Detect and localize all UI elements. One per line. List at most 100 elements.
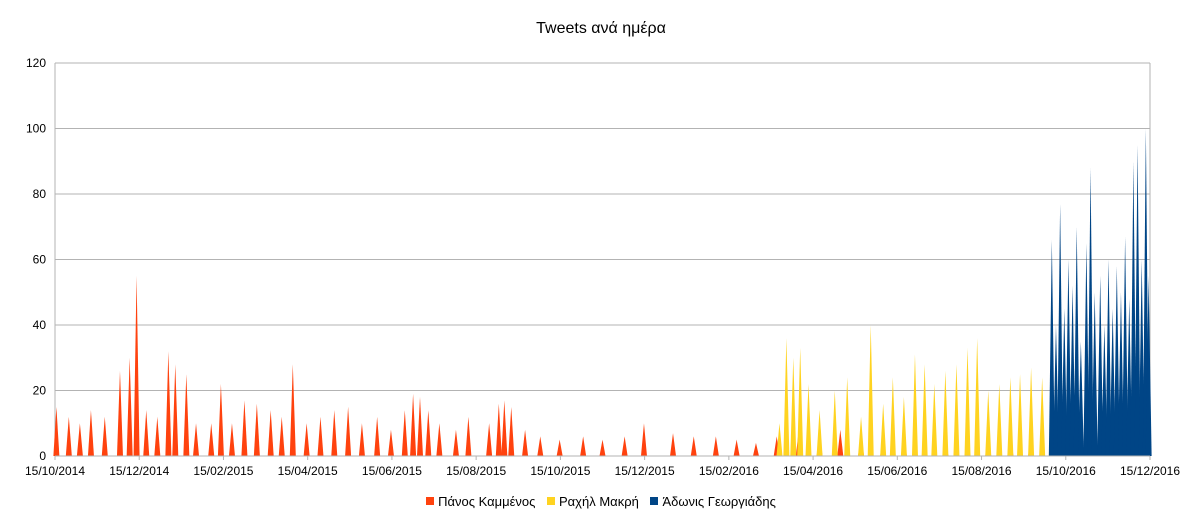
x-tick-label: 15/12/2014: [109, 464, 169, 478]
area-spike: [387, 429, 394, 456]
x-tick-label: 15/04/2016: [783, 464, 843, 478]
y-tick-label: 120: [26, 56, 46, 70]
y-tick-label: 80: [33, 187, 47, 201]
area-spike: [425, 410, 432, 456]
area-spike: [1105, 259, 1112, 456]
chart-legend: Πάνος Καμμένος Ραχήλ Μακρή Άδωνις Γεωργι…: [0, 493, 1202, 509]
area-spike: [1130, 161, 1137, 456]
area-spike: [712, 436, 719, 456]
area-spike: [465, 416, 472, 456]
legend-label-georgiadis: Άδωνις Γεωργιάδης: [662, 493, 776, 509]
area-spike: [410, 393, 417, 456]
area-spike: [690, 436, 697, 456]
x-tick-label: 15/04/2015: [278, 464, 338, 478]
area-spike: [217, 383, 224, 456]
area-spike: [1101, 325, 1108, 456]
chart-title: Tweets ανά ημέρα: [536, 20, 666, 37]
area-spike: [436, 423, 443, 456]
area-spike: [911, 354, 918, 456]
area-spike: [964, 347, 971, 456]
area-spike: [1077, 341, 1084, 456]
x-tick-label: 15/10/2016: [1036, 464, 1096, 478]
x-tick-label: 15/08/2015: [446, 464, 506, 478]
y-tick-label: 20: [33, 384, 47, 398]
area-spike: [87, 410, 94, 456]
area-spike: [921, 364, 928, 456]
area-spike: [837, 429, 844, 456]
x-tick-label: 15/08/2016: [952, 464, 1012, 478]
area-spike: [640, 423, 647, 456]
legend-swatch-makri: [547, 497, 555, 505]
area-spike: [889, 377, 896, 456]
x-tick-label: 15/12/2015: [615, 464, 675, 478]
area-spike: [867, 325, 874, 456]
area-spike: [790, 357, 797, 456]
area-spike: [417, 397, 423, 456]
legend-item-makri: Ραχήλ Μακρή: [547, 494, 639, 509]
area-spike: [452, 429, 459, 456]
area-spike: [953, 364, 960, 456]
area-spike: [228, 423, 235, 456]
series-0: [53, 275, 1149, 456]
area-spike: [931, 383, 938, 456]
area-spike: [133, 275, 140, 456]
area-spike: [165, 351, 172, 456]
area-spike: [1061, 308, 1068, 456]
legend-swatch-georgiadis: [650, 497, 659, 505]
area-spike: [289, 364, 296, 456]
area-spike: [1007, 377, 1014, 456]
area-spike: [303, 423, 310, 456]
x-tick-label: 15/10/2015: [530, 464, 590, 478]
area-spike: [942, 370, 949, 456]
legend-item-georgiadis: Άδωνις Γεωργιάδης: [650, 493, 776, 509]
x-tick-label: 15/10/2014: [25, 464, 85, 478]
area-spike: [331, 410, 338, 456]
area-spike: [1109, 308, 1116, 456]
area-spike: [1145, 275, 1152, 456]
area-spike: [816, 410, 823, 456]
area-spike: [733, 439, 740, 456]
area-spike: [154, 416, 161, 456]
legend-swatch-kammenos: [426, 497, 435, 505]
area-spike: [1052, 325, 1059, 456]
area-spike: [1057, 203, 1064, 456]
area-spike: [783, 338, 790, 456]
area-spike: [556, 439, 563, 456]
area-spike: [844, 377, 851, 456]
area-spike: [1028, 367, 1035, 456]
area-spike: [345, 406, 352, 456]
area-spike: [831, 390, 838, 456]
series-2: [1048, 128, 1152, 457]
area-spike: [1048, 239, 1055, 456]
area-spike: [752, 442, 759, 456]
area-spike: [116, 370, 123, 456]
area-spike: [1122, 236, 1129, 456]
area-spike: [537, 436, 544, 456]
area-spike: [508, 406, 515, 456]
y-tick-label: 0: [39, 449, 46, 463]
area-spike: [1083, 243, 1090, 456]
area-spike: [193, 423, 200, 456]
area-spike: [253, 403, 260, 456]
area-spike: [317, 416, 324, 456]
area-spike: [1097, 275, 1104, 456]
x-tick-label: 15/02/2016: [699, 464, 759, 478]
area-spike: [1091, 292, 1098, 456]
area-spike: [208, 423, 215, 456]
area-spike: [1017, 374, 1024, 456]
area-spike: [241, 400, 248, 456]
area-spike: [401, 410, 408, 456]
area-spike: [1073, 226, 1080, 456]
x-tick-label: 15/12/2016: [1120, 464, 1180, 478]
area-spike: [172, 364, 179, 456]
area-spike: [900, 397, 907, 456]
area-spike: [621, 436, 628, 456]
area-spike: [1039, 377, 1046, 456]
chart-plot: 0 20 40 60 80 100 120 15/10/2014 15/12/2014 15/02…: [25, 56, 1180, 478]
area-spike: [374, 416, 381, 456]
x-tick-label: 15/06/2015: [362, 464, 422, 478]
area-spike: [974, 338, 981, 456]
area-spike: [76, 423, 83, 456]
area-spike: [996, 383, 1003, 456]
area-spike: [776, 423, 783, 456]
